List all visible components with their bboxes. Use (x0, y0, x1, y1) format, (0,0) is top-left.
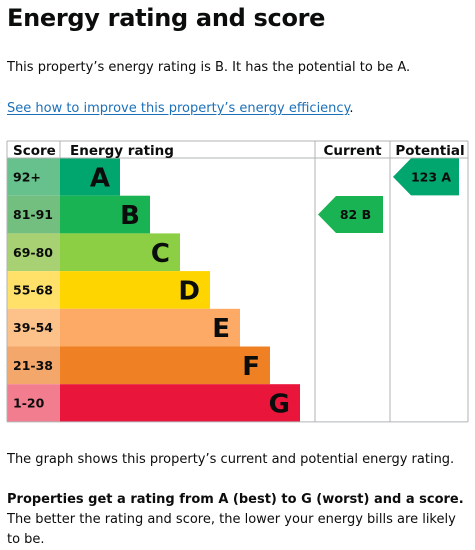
header-energy-rating: Energy rating (70, 143, 174, 159)
rating-explanation: Properties get a rating from A (best) to… (7, 490, 469, 550)
rating-bar-d (60, 271, 210, 309)
score-range-g: 1-20 (13, 396, 45, 411)
improve-efficiency-link[interactable]: See how to improve this property’s energ… (7, 101, 350, 116)
score-range-a: 92+ (13, 169, 41, 184)
score-range-d: 55-68 (13, 282, 53, 297)
rating-summary: This property’s energy rating is B. It h… (7, 60, 411, 75)
current-rating-label: 82 B (340, 207, 371, 222)
score-cell-f (7, 346, 60, 385)
rating-bar-a (60, 158, 120, 196)
rating-letter-b: B (120, 201, 140, 231)
score-cell-e (7, 308, 60, 347)
rating-letter-c: C (151, 239, 170, 269)
score-cell-g (7, 384, 60, 422)
rating-bar-f (60, 346, 270, 385)
rating-bar-c (60, 233, 180, 272)
rating-letter-d: D (178, 276, 200, 306)
score-range-e: 39-54 (13, 320, 53, 335)
graph-caption: The graph shows this property’s current … (7, 452, 455, 467)
rating-bar-b (60, 195, 150, 234)
improve-paragraph: See how to improve this property’s energ… (7, 99, 467, 119)
rating-letter-a: A (90, 163, 110, 193)
energy-rating-chart: 92+ A 81-91 B 69-80 C 55-68 D 39-54 E 21-38 F 1-20 G S… (6, 140, 469, 423)
rating-explanation-bold: Properties get a rating from A (best) to… (7, 492, 464, 507)
score-range-c: 69-80 (13, 245, 53, 260)
score-cell-a (7, 158, 60, 196)
rating-bar-e (60, 308, 240, 347)
rating-explanation-rest: The better the rating and score, the low… (7, 512, 456, 547)
rating-letter-e: E (212, 314, 230, 344)
page-title: Energy rating and score (7, 4, 326, 32)
header-score: Score (13, 143, 56, 159)
current-rating-arrow (318, 196, 383, 234)
rating-letter-g: G (269, 390, 290, 420)
score-cell-b (7, 195, 60, 234)
score-cell-d (7, 271, 60, 309)
header-potential: Potential (395, 143, 464, 159)
score-range-f: 21-38 (13, 358, 53, 373)
potential-rating-arrow (393, 158, 459, 196)
improve-link-suffix: . (349, 101, 354, 116)
score-range-b: 81-91 (13, 207, 53, 222)
header-current: Current (323, 143, 382, 159)
rating-bar-g (60, 384, 300, 422)
rating-letter-f: F (242, 352, 260, 382)
potential-rating-label: 123 A (411, 169, 451, 184)
score-cell-c (7, 233, 60, 272)
